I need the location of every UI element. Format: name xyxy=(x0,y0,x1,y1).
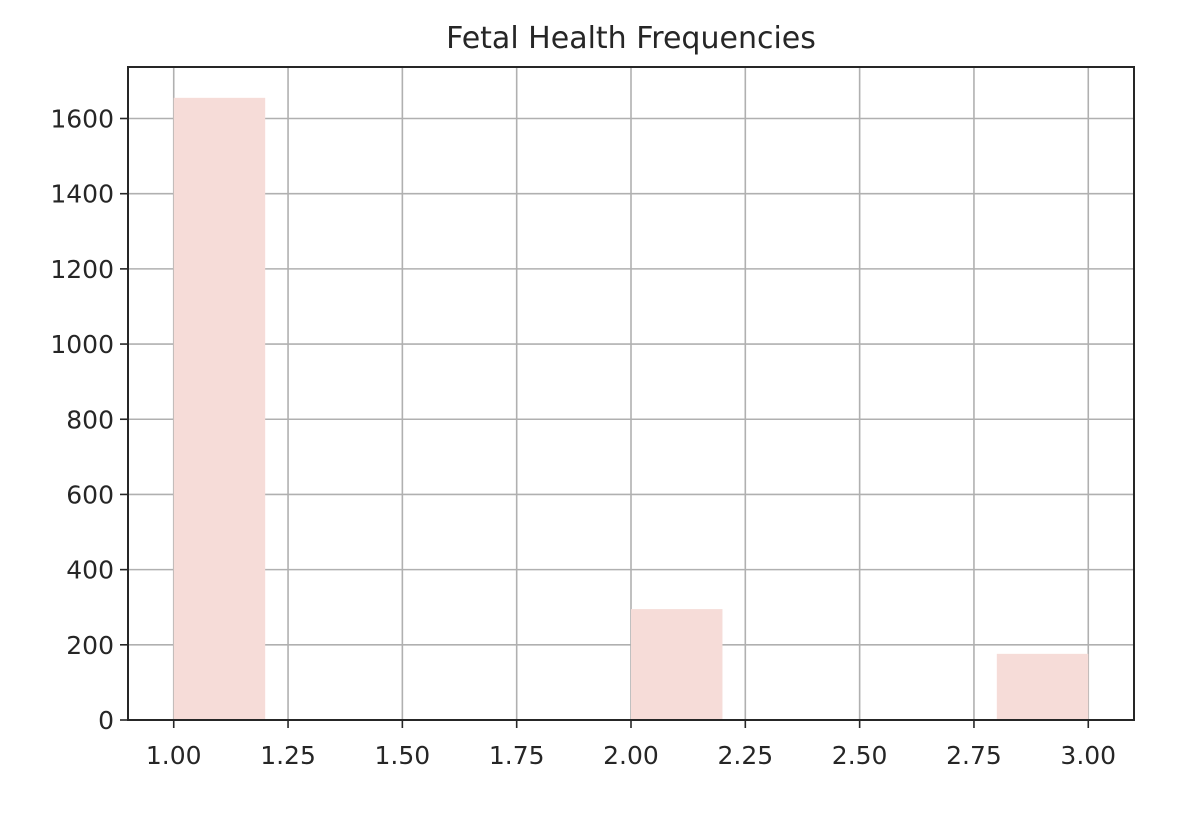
y-tick-label: 800 xyxy=(66,405,114,434)
x-tick-label: 3.00 xyxy=(1060,741,1116,770)
x-tick-label: 2.00 xyxy=(603,741,659,770)
grid-lines xyxy=(128,67,1134,721)
axis-ticks: 1.00 1.25 1.50 1.75 2.00 2.25 2.50 2.75 3.00 0 200… xyxy=(50,105,1116,770)
x-tick-label: 1.00 xyxy=(146,741,202,770)
y-tick-label: 1600 xyxy=(50,105,114,134)
histogram-bar xyxy=(173,97,266,720)
y-tick-label: 1000 xyxy=(50,330,114,359)
y-tick-label: 1200 xyxy=(50,255,114,284)
y-tick-label: 0 xyxy=(98,706,114,735)
histogram-bar xyxy=(631,609,723,720)
x-tick-label: 1.50 xyxy=(375,741,431,770)
y-tick-label: 600 xyxy=(66,480,114,509)
x-tick-label: 2.25 xyxy=(717,741,773,770)
x-tick-label: 2.50 xyxy=(832,741,888,770)
histogram-bar xyxy=(996,653,1089,720)
histogram-bars xyxy=(173,97,1089,720)
x-tick-label: 1.75 xyxy=(489,741,545,770)
x-tick-label: 2.75 xyxy=(946,741,1002,770)
chart-title: Fetal Health Frequencies xyxy=(446,21,816,56)
y-tick-label: 1400 xyxy=(50,180,114,209)
x-tick-label: 1.25 xyxy=(260,741,316,770)
y-tick-label: 400 xyxy=(66,556,114,585)
y-tick-label: 200 xyxy=(66,631,114,660)
